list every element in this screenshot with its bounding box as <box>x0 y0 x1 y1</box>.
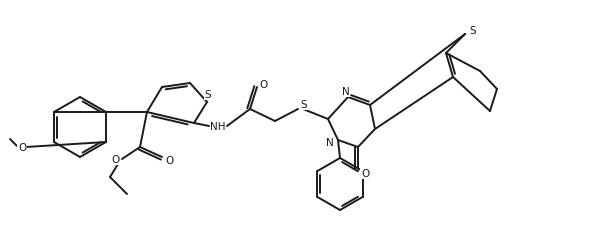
Text: S: S <box>301 100 307 109</box>
Text: O: O <box>111 154 119 164</box>
Text: O: O <box>165 155 173 165</box>
Text: S: S <box>470 26 476 36</box>
Text: N: N <box>326 137 334 147</box>
Text: O: O <box>361 168 369 178</box>
Text: S: S <box>205 90 211 100</box>
Text: N: N <box>342 87 350 97</box>
Text: O: O <box>259 80 267 90</box>
Text: NH: NH <box>210 121 226 131</box>
Text: O: O <box>18 142 26 152</box>
